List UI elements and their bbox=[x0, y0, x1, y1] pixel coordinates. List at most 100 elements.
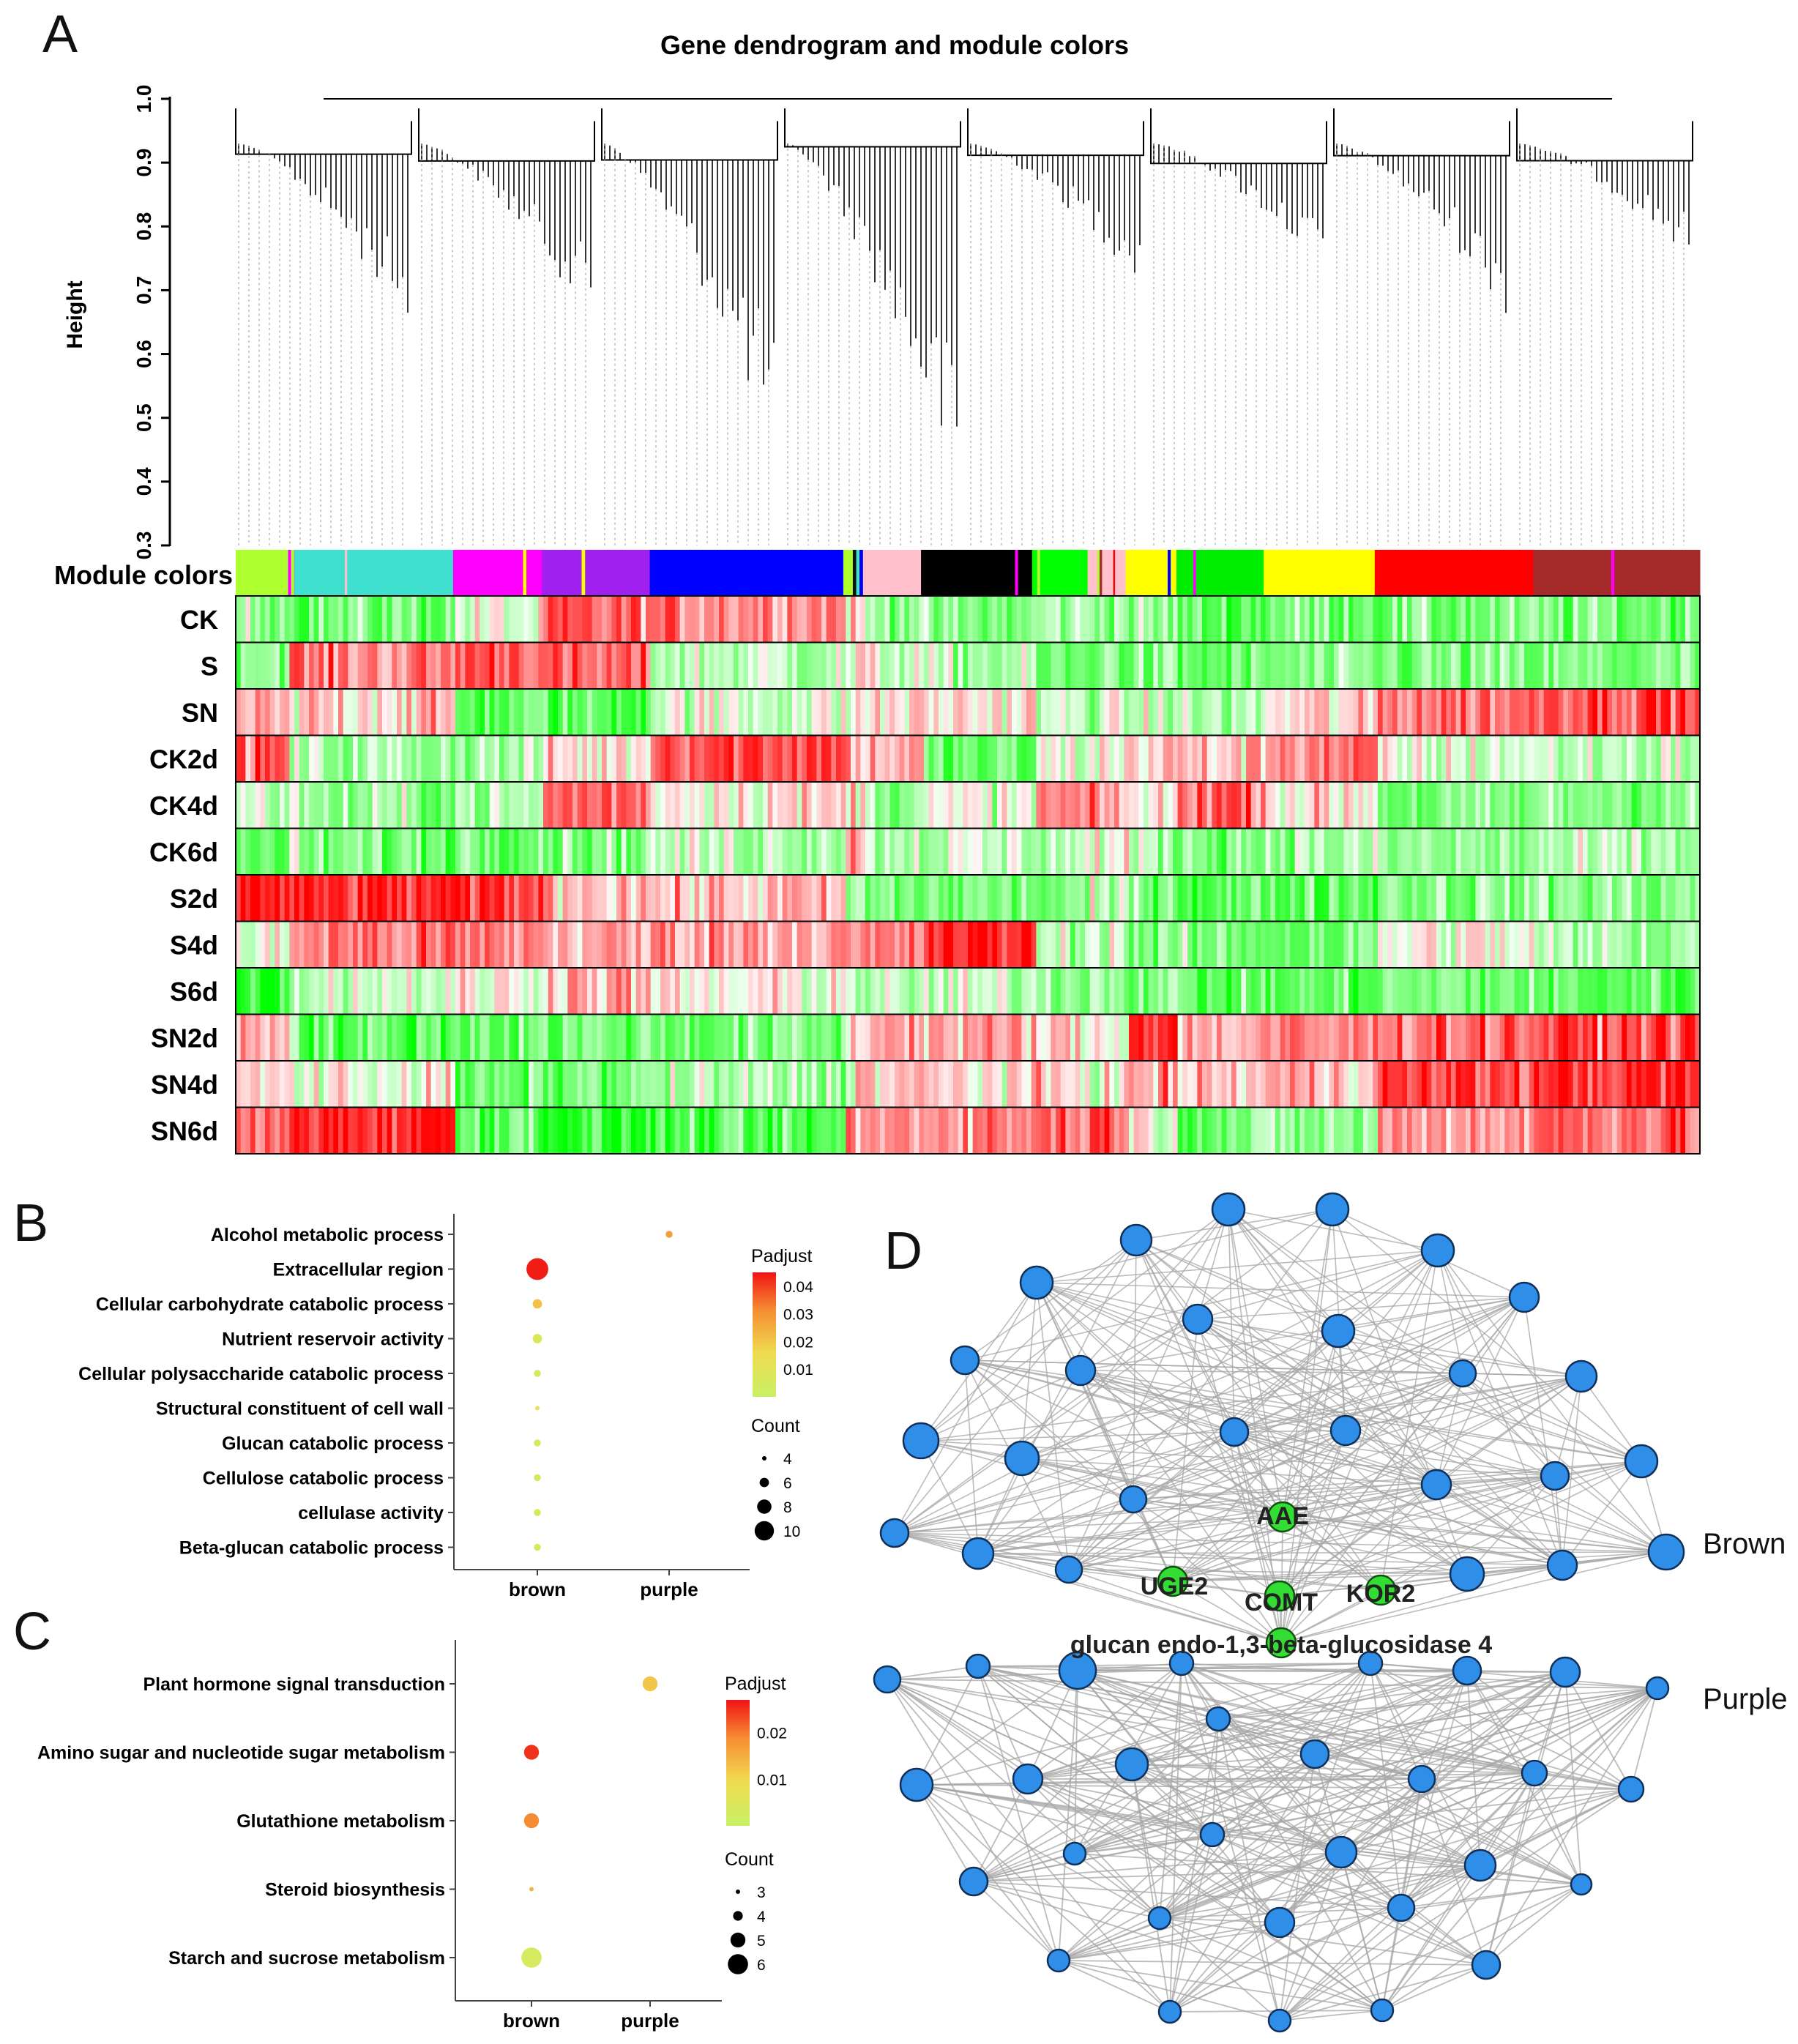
heatmap-cell bbox=[811, 1107, 817, 1154]
heatmap-cell bbox=[1573, 875, 1578, 922]
heatmap-cell bbox=[1485, 921, 1491, 968]
heatmap-cell bbox=[1441, 735, 1447, 782]
heatmap-cell bbox=[792, 968, 798, 1015]
heatmap-cell bbox=[1510, 782, 1515, 829]
heatmap-cell bbox=[958, 1014, 963, 1061]
heatmap-cell bbox=[860, 642, 866, 689]
heatmap-cell bbox=[1309, 1107, 1315, 1154]
heatmap-cell bbox=[474, 1014, 480, 1061]
heatmap-cell bbox=[1021, 1061, 1027, 1108]
heatmap-cell bbox=[719, 1061, 725, 1108]
heatmap-cell bbox=[1070, 1061, 1076, 1108]
brown-module-node bbox=[1420, 1233, 1455, 1268]
heatmap-cell bbox=[1026, 1061, 1032, 1108]
heatmap-cell bbox=[1378, 1014, 1384, 1061]
heatmap-cell bbox=[450, 1014, 456, 1061]
heatmap-cell bbox=[518, 1014, 524, 1061]
module-color-block bbox=[1374, 550, 1534, 595]
heatmap-cell bbox=[767, 1107, 773, 1154]
heatmap-cell bbox=[494, 596, 500, 643]
heatmap-cell bbox=[1124, 921, 1130, 968]
heatmap-cell bbox=[816, 921, 822, 968]
heatmap-cell bbox=[723, 735, 729, 782]
network-edge bbox=[1480, 1772, 1535, 1866]
heatmap-cell bbox=[758, 596, 764, 643]
heatmap-cell bbox=[1280, 828, 1286, 875]
heatmap-cell bbox=[743, 875, 749, 922]
heatmap-cell bbox=[1671, 642, 1676, 689]
heatmap-cell bbox=[597, 689, 603, 736]
heatmap-cell bbox=[450, 828, 456, 875]
heatmap-cell bbox=[441, 1014, 447, 1061]
heatmap-cell bbox=[430, 828, 436, 875]
heatmap-cell bbox=[899, 735, 905, 782]
heatmap-cell bbox=[1592, 968, 1598, 1015]
heatmap-cell bbox=[802, 1014, 807, 1061]
heatmap-cell bbox=[1060, 1061, 1066, 1108]
heatmap-cell bbox=[1124, 875, 1130, 922]
heatmap-cell bbox=[1646, 875, 1652, 922]
heatmap-cell bbox=[1543, 782, 1549, 829]
heatmap-cell bbox=[1529, 689, 1534, 736]
heatmap-cell bbox=[275, 689, 280, 736]
heatmap-cell bbox=[255, 921, 261, 968]
heatmap-cell bbox=[1436, 921, 1442, 968]
heatmap-cell bbox=[1373, 735, 1379, 782]
brown-module-node bbox=[1064, 1354, 1097, 1387]
heatmap-cell bbox=[1217, 875, 1223, 922]
heatmap-cell bbox=[694, 642, 700, 689]
heatmap-cell bbox=[1133, 642, 1139, 689]
heatmap-cell bbox=[753, 782, 758, 829]
heatmap-cell bbox=[1426, 1014, 1432, 1061]
heatmap-cell bbox=[1109, 1014, 1115, 1061]
heatmap-cell bbox=[289, 921, 295, 968]
hub-gene-node bbox=[1267, 1501, 1299, 1533]
heatmap-cell bbox=[855, 921, 861, 968]
heatmap-cell bbox=[567, 782, 573, 829]
heatmap-cell bbox=[635, 875, 641, 922]
network-edge bbox=[1282, 1376, 1582, 1518]
heatmap-cell bbox=[553, 642, 559, 689]
heatmap-cell bbox=[1026, 642, 1032, 689]
heatmap-cell bbox=[831, 596, 837, 643]
heatmap-cell bbox=[738, 596, 744, 643]
heatmap-cell bbox=[1519, 782, 1525, 829]
heatmap-cell bbox=[1065, 1014, 1071, 1061]
heatmap-cell bbox=[1285, 689, 1291, 736]
heatmap-cell bbox=[939, 782, 944, 829]
heatmap-cell bbox=[1158, 642, 1164, 689]
heatmap-cell bbox=[884, 642, 890, 689]
heatmap-cell bbox=[792, 735, 798, 782]
heatmap-cell bbox=[480, 596, 485, 643]
heatmap-cell bbox=[1455, 1014, 1461, 1061]
heatmap-cell bbox=[1583, 782, 1589, 829]
heatmap-cell bbox=[1280, 689, 1286, 736]
heatmap-cell bbox=[333, 968, 339, 1015]
heatmap-cell bbox=[1051, 1061, 1056, 1108]
heatmap-cell bbox=[1104, 642, 1110, 689]
heatmap-cell bbox=[1387, 1061, 1393, 1108]
network-edge bbox=[1197, 1318, 1563, 1566]
heatmap-cell bbox=[811, 735, 817, 782]
heatmap-cell bbox=[846, 1061, 851, 1108]
heatmap-cell bbox=[1001, 1061, 1007, 1108]
heatmap-cell bbox=[1324, 735, 1329, 782]
heatmap-cell bbox=[1285, 1107, 1291, 1154]
heatmap-cell bbox=[1119, 1107, 1124, 1154]
heatmap-cell bbox=[1387, 968, 1393, 1015]
heatmap-cell bbox=[1270, 1107, 1276, 1154]
heatmap-cell bbox=[1246, 1014, 1252, 1061]
heatmap-cell bbox=[1402, 875, 1408, 922]
heatmap-cell bbox=[1016, 828, 1022, 875]
heatmap-cell bbox=[1407, 921, 1413, 968]
heatmap-cell bbox=[1324, 1061, 1329, 1108]
network-edge bbox=[894, 1431, 1235, 1534]
heatmap-cell bbox=[738, 689, 744, 736]
network-edge bbox=[1338, 1250, 1439, 1332]
heatmap-cell bbox=[592, 921, 597, 968]
heatmap-cell bbox=[480, 1061, 485, 1108]
heatmap-cell bbox=[1616, 782, 1622, 829]
heatmap-cell bbox=[1646, 642, 1652, 689]
heatmap-cell bbox=[865, 1107, 871, 1154]
heatmap-cell bbox=[421, 1014, 427, 1061]
